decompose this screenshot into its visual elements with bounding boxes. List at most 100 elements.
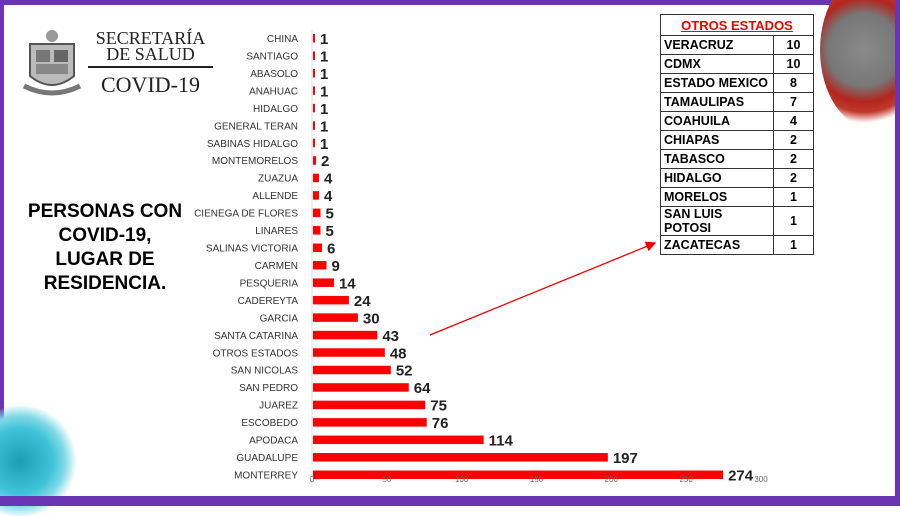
value-label: 5: [325, 206, 333, 223]
table-row: TAMAULIPAS 7: [660, 92, 814, 112]
value-label: 24: [354, 293, 371, 310]
bar: [313, 383, 409, 392]
state-count: 7: [773, 92, 814, 112]
value-label: 1: [320, 31, 328, 48]
table-row: TABASCO 2: [660, 149, 814, 169]
title-line: LUGAR DE: [55, 249, 155, 270]
table-row: SAN LUIS POTOSI 1: [660, 206, 814, 236]
state-count: 10: [773, 35, 814, 55]
header-subtitle: COVID-19: [101, 72, 200, 97]
bar: [313, 313, 358, 322]
table-row: CDMX 10: [660, 54, 814, 74]
frame-border-right: [895, 0, 900, 506]
state-name: CHIAPAS: [660, 130, 774, 150]
category-label: GENERAL TERAN: [214, 121, 298, 132]
value-label: 64: [414, 380, 431, 397]
bar: [313, 330, 378, 340]
value-label: 2: [321, 153, 329, 170]
bar: [313, 103, 315, 113]
x-tick-label: 200: [605, 475, 619, 484]
frame-border-top: [0, 0, 900, 5]
bar: [313, 226, 321, 235]
x-tick-label: 0: [310, 475, 315, 484]
category-label: ABASOLO: [250, 69, 298, 80]
value-label: 1: [320, 101, 328, 118]
x-tick-label: 100: [455, 475, 469, 484]
value-label: 48: [390, 345, 407, 362]
value-label: 1: [320, 118, 328, 135]
state-count: 1: [773, 187, 814, 207]
chart-title: PERSONAS CON COVID-19, LUGAR DE RESIDENC…: [20, 200, 190, 296]
table-title: OTROS ESTADOS: [660, 14, 814, 36]
bar: [313, 121, 315, 130]
category-label: SABINAS HIDALGO: [207, 139, 298, 150]
category-label: CARMEN: [255, 261, 298, 272]
bar: [313, 34, 315, 43]
bar: [313, 435, 484, 445]
category-label: ANAHUAC: [249, 86, 298, 97]
bar: [313, 470, 724, 479]
coat-of-arms-logo: [22, 30, 82, 96]
value-label: 1: [320, 136, 328, 153]
state-name: MORELOS: [660, 187, 774, 207]
title-line: PERSONAS CON: [27, 201, 183, 222]
organization-header: SECRETARÍA DE SALUD COVID-19: [88, 28, 213, 97]
pointer-arrow: [429, 241, 657, 336]
value-label: 197: [613, 450, 638, 467]
value-label: 30: [363, 310, 380, 327]
value-label: 274: [728, 468, 754, 485]
bar: [313, 365, 391, 375]
category-label: SANTIAGO: [246, 51, 298, 62]
bar: [313, 191, 319, 200]
table-row: ESTADO MEXICO 8: [660, 73, 814, 93]
title-line: RESIDENCIA.: [43, 273, 167, 294]
x-tick-label: 50: [382, 475, 391, 484]
bar: [313, 208, 321, 218]
category-label: CIENEGA DE FLORES: [194, 209, 298, 220]
bar: [313, 453, 608, 462]
bar: [313, 138, 315, 148]
org-line-2: DE SALUD: [106, 44, 195, 64]
category-label: SALINAS VICTORIA: [206, 244, 298, 255]
value-label: 14: [339, 275, 356, 292]
frame-border-bottom: [0, 496, 900, 506]
bar: [313, 278, 334, 287]
bar: [313, 348, 385, 357]
category-label: LINARES: [255, 226, 298, 237]
category-label: MONTEMORELOS: [212, 156, 298, 167]
state-count: 2: [773, 130, 814, 150]
category-label: GUADALUPE: [236, 453, 298, 464]
value-label: 1: [320, 83, 328, 100]
value-label: 5: [325, 223, 333, 240]
state-count: 4: [773, 111, 814, 131]
org-line-1: SECRETARÍA: [95, 28, 206, 48]
category-label: MONTERREY: [234, 471, 298, 482]
bar: [313, 86, 315, 95]
table-row: CHIAPAS 2: [660, 130, 814, 150]
category-label: APODACA: [249, 436, 298, 447]
table-row: ZACATECAS 1: [660, 235, 814, 255]
category-label: SANTA CATARINA: [214, 331, 298, 342]
state-name: TABASCO: [660, 149, 774, 169]
x-tick-label: 250: [679, 475, 693, 484]
header-divider: [88, 66, 213, 68]
value-label: 75: [430, 398, 447, 415]
bar: [313, 51, 315, 60]
x-tick-label: 300: [754, 475, 768, 484]
value-label: 6: [327, 241, 335, 258]
value-label: 43: [382, 328, 399, 345]
state-name: SAN LUIS POTOSI: [660, 206, 774, 236]
state-name: ZACATECAS: [660, 235, 774, 255]
category-label: SAN PEDRO: [239, 383, 298, 394]
state-count: 8: [773, 73, 814, 93]
value-label: 76: [432, 415, 449, 432]
value-label: 114: [489, 433, 514, 450]
table-row: VERACRUZ 10: [660, 35, 814, 55]
state-name: ESTADO MEXICO: [660, 73, 774, 93]
bar: [313, 156, 316, 165]
bar: [313, 243, 322, 253]
bar: [313, 295, 349, 305]
title-line: COVID-19,: [58, 225, 152, 246]
category-label: JUAREZ: [259, 401, 298, 412]
value-label: 4: [324, 171, 333, 188]
